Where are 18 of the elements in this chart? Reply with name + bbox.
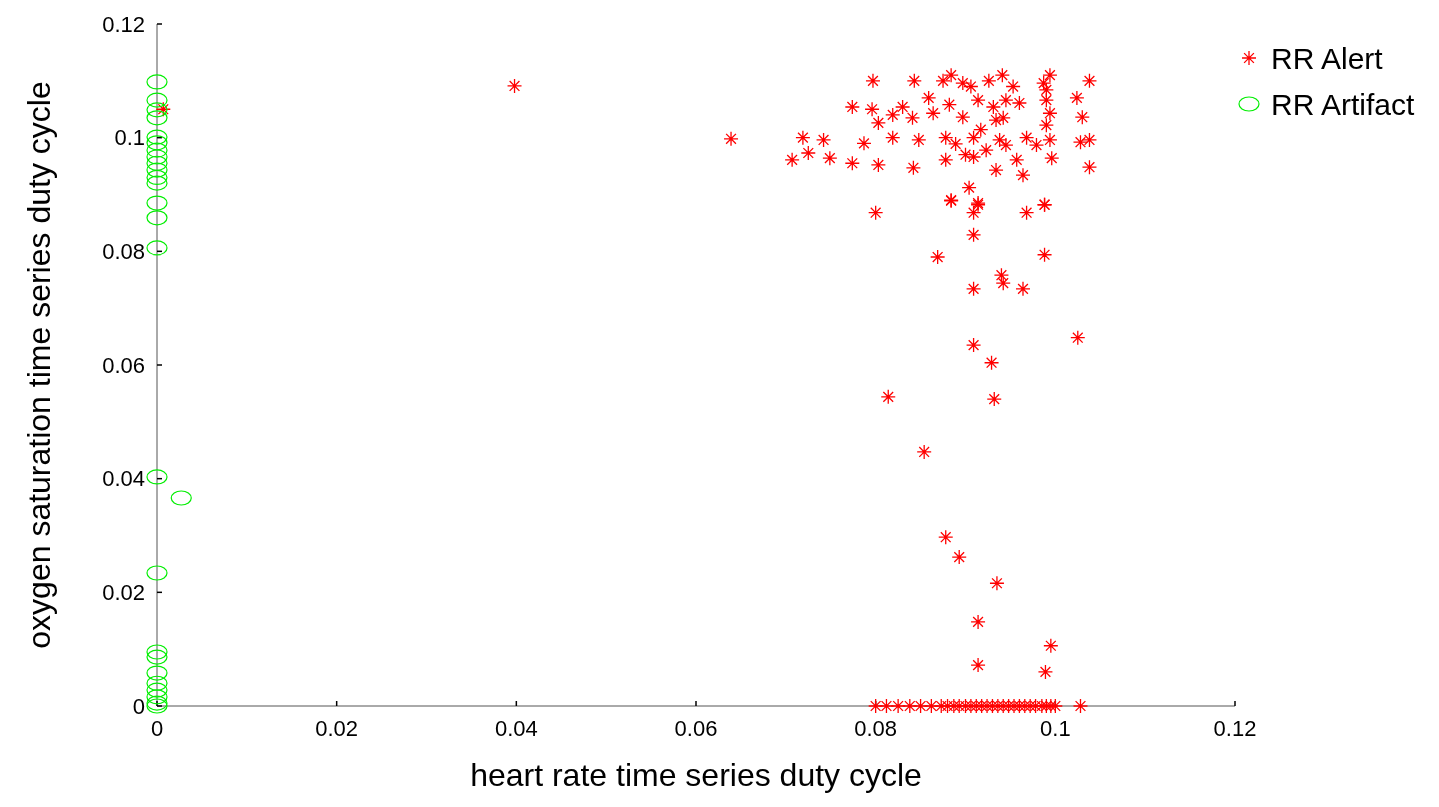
- x-tick-label: 0.08: [854, 716, 898, 741]
- y-tick-label: 0.12: [102, 11, 145, 37]
- x-tick-label: 0.02: [315, 716, 359, 741]
- y-tick-label: 0.08: [102, 239, 145, 265]
- x-axis-title: heart rate time series duty cycle: [470, 757, 922, 793]
- x-tick-label: 0.12: [1213, 716, 1257, 741]
- y-tick-label: 0.1: [114, 125, 145, 151]
- y-tick-label: 0.06: [102, 352, 145, 378]
- legend-label: RR Alert: [1271, 41, 1384, 75]
- x-tick-label: 0: [150, 716, 164, 741]
- legend-label: RR Artifact: [1271, 87, 1416, 121]
- y-tick-label: 0.04: [102, 466, 145, 492]
- y-tick-label: 0: [132, 693, 145, 719]
- x-tick-label: 0.04: [494, 716, 538, 741]
- x-tick-label: 0.06: [674, 716, 718, 741]
- y-axis-title: oxygen saturation time series duty cycle: [21, 81, 57, 649]
- y-tick-label: 0.02: [102, 580, 145, 606]
- x-tick-label: 0.1: [1040, 716, 1071, 741]
